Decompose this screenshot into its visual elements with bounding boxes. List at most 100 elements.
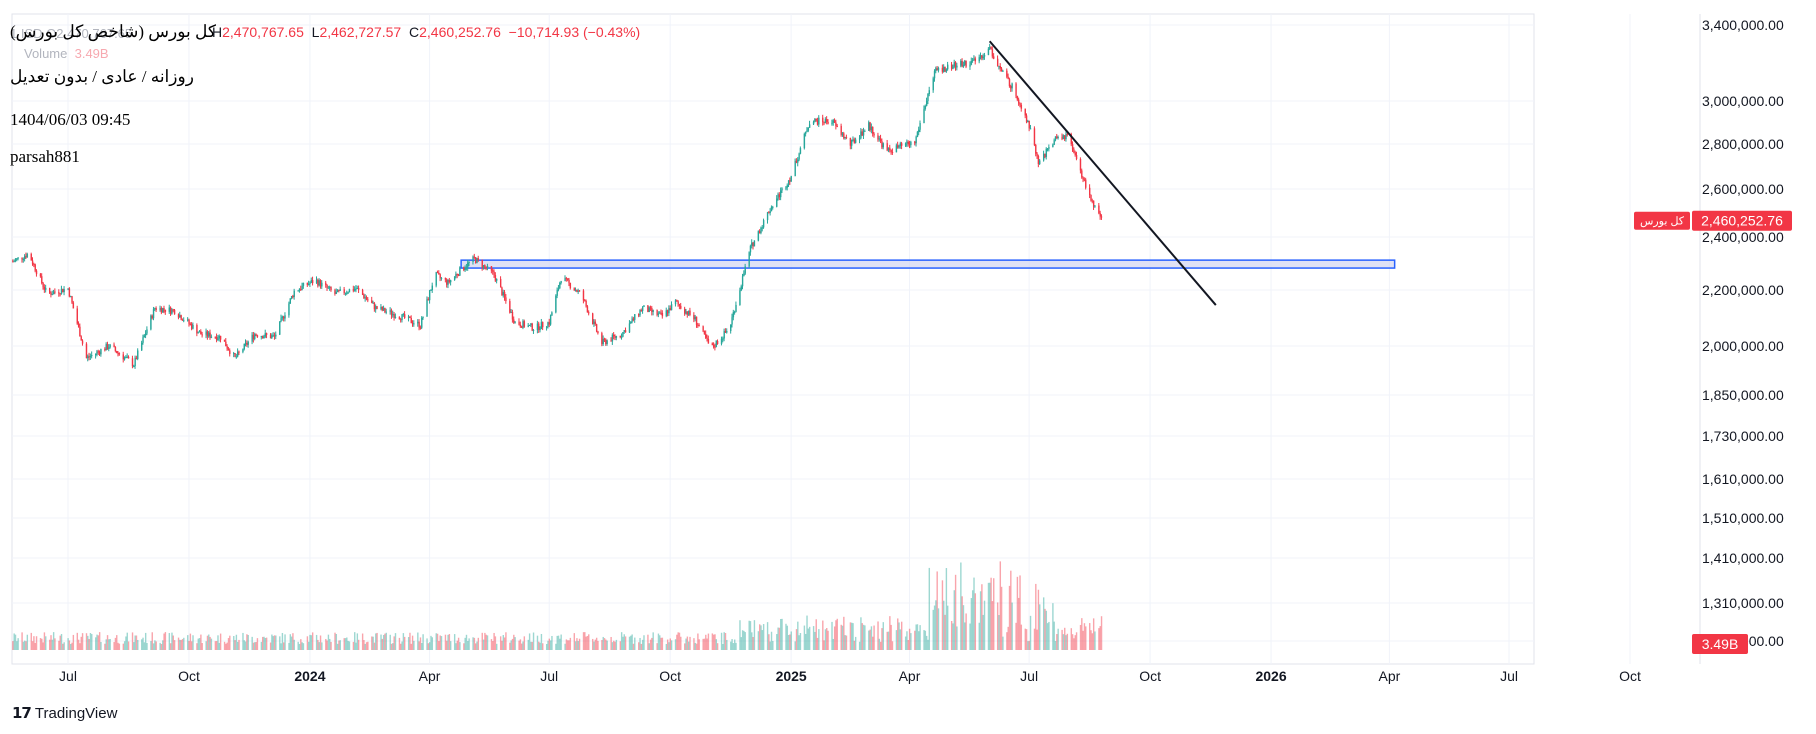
volume-bar — [720, 632, 723, 650]
candle-body — [243, 343, 245, 350]
trendline[interactable] — [988, 40, 1217, 306]
candle-body — [680, 305, 682, 309]
candle-body — [309, 282, 311, 285]
volume-bar — [919, 625, 921, 650]
candle-body — [935, 68, 937, 72]
candle-body — [881, 141, 883, 148]
volume-bar — [81, 633, 84, 650]
volume-bar — [109, 638, 111, 650]
candle-body — [24, 256, 26, 259]
price-axis[interactable]: 3,400,000.00 3,000,000.00 2,800,000.00 2,60… — [1699, 14, 1784, 664]
candle-body — [735, 304, 737, 312]
volume-bar — [726, 639, 728, 650]
volume-bar — [585, 636, 587, 650]
volume-bar — [969, 623, 971, 650]
candle-body — [1098, 205, 1100, 214]
volume-bar — [614, 641, 616, 650]
candle-body — [897, 145, 899, 148]
candle-body — [668, 308, 670, 314]
volume-bar — [832, 638, 835, 650]
candle-body — [665, 310, 668, 317]
volume-bar — [823, 640, 825, 650]
candle-body — [502, 292, 505, 296]
time-axis[interactable]: Jul Oct 2024 Apr Jul Oct 2025 Apr Jul Oct 2026 Apr J… — [59, 668, 1641, 684]
volume-bar — [164, 632, 167, 650]
volume-bar — [890, 624, 892, 650]
volume-bar — [1048, 621, 1050, 650]
candle-body — [133, 366, 135, 368]
candle-body — [123, 357, 126, 360]
candle-body — [1037, 155, 1040, 165]
candle-body — [31, 260, 34, 265]
candles — [12, 43, 1103, 369]
volume-bar — [739, 620, 741, 650]
candle-body — [71, 296, 73, 303]
volume-bar — [325, 638, 327, 650]
volume-bar — [154, 640, 156, 650]
volume-bar — [906, 631, 908, 650]
candle-body — [96, 351, 98, 354]
candle-body — [840, 125, 842, 135]
volume-bar — [860, 617, 862, 650]
candle-body — [106, 344, 109, 350]
candle-body — [252, 334, 255, 339]
candle-body — [979, 55, 982, 58]
volume-bar — [72, 634, 75, 650]
candle-body — [237, 351, 239, 357]
volume-bar — [426, 638, 428, 650]
volume-bar — [494, 636, 497, 650]
close-value: 2,460,252.76 — [419, 24, 501, 40]
volume-bar — [1046, 623, 1049, 650]
candle-body — [924, 105, 927, 109]
volume-bar — [279, 636, 281, 650]
candle-body — [542, 322, 544, 328]
candle-body — [659, 312, 661, 314]
volume-bar — [308, 641, 310, 650]
volume-bar — [376, 632, 378, 650]
candle-body — [206, 331, 209, 337]
candle-body — [233, 353, 235, 355]
candle-body — [564, 278, 566, 281]
candle-body — [1052, 144, 1054, 148]
volume-bar — [481, 632, 483, 650]
volume-bar — [1062, 634, 1065, 650]
candle-body — [146, 329, 148, 334]
volume-bar — [878, 638, 881, 650]
volume-bar — [352, 641, 355, 650]
candle-body — [807, 127, 810, 131]
volume-bar — [118, 643, 121, 650]
support-zone[interactable] — [460, 259, 1396, 269]
volume-bar — [540, 633, 543, 650]
volume-bar — [659, 635, 661, 650]
candle-body — [576, 290, 578, 292]
candle-body — [643, 305, 645, 307]
volume-bar — [450, 641, 452, 650]
volume-bar — [999, 561, 1002, 650]
candle-body — [786, 185, 789, 188]
volume-bar — [300, 639, 302, 650]
candle-body — [582, 290, 585, 301]
candle-body — [346, 292, 348, 294]
candle-body — [768, 212, 770, 214]
volume-bar — [380, 634, 382, 650]
volume-bar — [652, 632, 654, 650]
candle-body — [95, 353, 97, 356]
candle-body — [198, 331, 201, 333]
candle-body — [956, 65, 958, 68]
candle-body — [411, 322, 414, 325]
volume-bar — [409, 632, 411, 650]
volume-bar — [577, 641, 579, 650]
volume-bar — [407, 637, 410, 650]
time-tick-label: Jul — [1500, 668, 1518, 684]
tradingview-footer[interactable]: 𝟭𝟳 TradingView — [12, 704, 117, 723]
volume-bar — [289, 634, 292, 650]
candle-body — [910, 141, 912, 146]
volume-bar — [76, 632, 79, 650]
volume-bar — [272, 636, 274, 650]
high-label: H — [212, 24, 223, 40]
candle-body — [474, 257, 477, 263]
volume-bar — [436, 633, 439, 650]
volume-bar — [1057, 628, 1059, 650]
volume-bar — [319, 635, 322, 650]
